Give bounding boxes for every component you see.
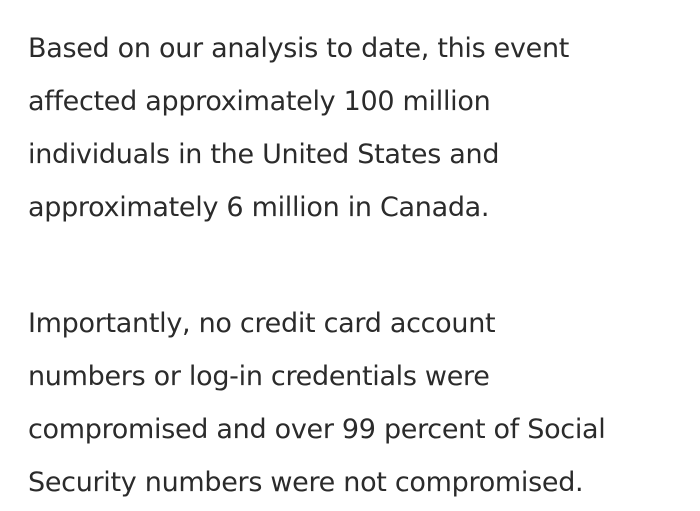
text-line: approximately 6 million in Canada. [28, 192, 490, 223]
paragraph-affected-individuals: Based on our analysis to date, this even… [28, 22, 569, 234]
text-line: compromised and over 99 percent of Socia… [28, 414, 606, 445]
text-line: numbers or log-in credentials were [28, 361, 490, 392]
text-line: Based on our analysis to date, this even… [28, 33, 570, 64]
text-line: individuals in the United States and [28, 139, 500, 170]
paragraph-not-compromised: Importantly, no credit card account numb… [28, 297, 606, 509]
text-line: Security numbers were not compromised. [28, 467, 584, 498]
text-line: affected approximately 100 million [28, 86, 491, 117]
text-line: Importantly, no credit card account [28, 308, 496, 339]
